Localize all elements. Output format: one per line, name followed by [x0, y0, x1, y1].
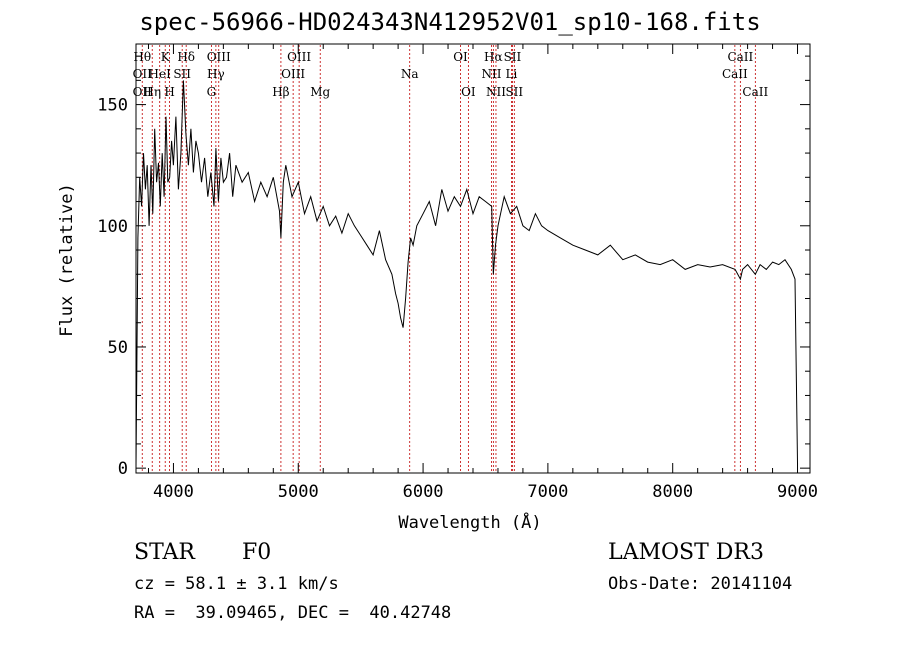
spectral-line-label: CaII [727, 50, 753, 64]
x-tick-label: 6000 [403, 482, 444, 502]
y-tick-label: 50 [108, 338, 128, 358]
y-tick-label: 100 [97, 217, 128, 237]
spectral-line-label: Na [401, 67, 419, 81]
spectral-line-label: G [207, 85, 217, 99]
spectral-line-label: Hδ [177, 50, 195, 64]
spectral-line-label: HeI [149, 67, 172, 81]
spectral-line-label: CaII [722, 67, 748, 81]
x-tick-label: 8000 [652, 482, 693, 502]
spectral-line-label: K [161, 50, 171, 64]
y-axis-label: Flux (relative) [57, 183, 77, 337]
spectral-line-label: OI [453, 50, 468, 64]
spectral-line-label: Mg [310, 85, 330, 99]
spectral-line-label: NII [486, 85, 506, 99]
spectral-line-label: Li [506, 67, 518, 81]
chart-title: spec-56966-HD024343N412952V01_sp10-168.f… [139, 8, 761, 36]
spectral-line-label: Hη [143, 85, 161, 99]
spectral-line-label: SII [504, 50, 522, 64]
object-subclass: F0 [242, 540, 272, 565]
spectral-line-label: Hγ [207, 67, 225, 81]
spectral-line-label: H [164, 85, 174, 99]
y-tick-label: 0 [118, 459, 128, 479]
survey-name: LAMOST DR3 [608, 540, 764, 565]
x-tick-label: 4000 [153, 482, 194, 502]
spectral-line-label: SII [505, 85, 523, 99]
y-tick-label: 150 [97, 96, 128, 116]
spectral-line-label: OII [133, 67, 153, 81]
redshift-info: cz = 58.1 ± 3.1 km/s [134, 574, 339, 594]
spectral-line-label: OI [461, 85, 476, 99]
observation-date: Obs-Date: 20141104 [608, 574, 793, 594]
spectral-line-label: OII [133, 85, 153, 99]
spectrum-line [135, 80, 798, 469]
spectral-line-label: Hα [484, 50, 503, 64]
spectral-line-label: OIII [207, 50, 231, 64]
spectral-line-label: SII [173, 67, 191, 81]
spectral-line-label: CaII [742, 85, 768, 99]
spectral-line-label: OIII [287, 50, 311, 64]
x-tick-label: 5000 [278, 482, 319, 502]
x-axis-label: Wavelength (Å) [398, 511, 541, 533]
plot-frame [135, 43, 811, 474]
spectral-line-label: Hθ [133, 50, 151, 64]
coordinates-info: RA = 39.09465, DEC = 40.42748 [134, 603, 452, 623]
object-class: STAR [134, 540, 195, 565]
x-tick-label: 9000 [777, 482, 818, 502]
spectral-line-label: NII [481, 67, 501, 81]
x-tick-label: 7000 [527, 482, 568, 502]
spectral-line-label: Hβ [272, 85, 289, 99]
spectral-line-label: OIII [281, 67, 305, 81]
